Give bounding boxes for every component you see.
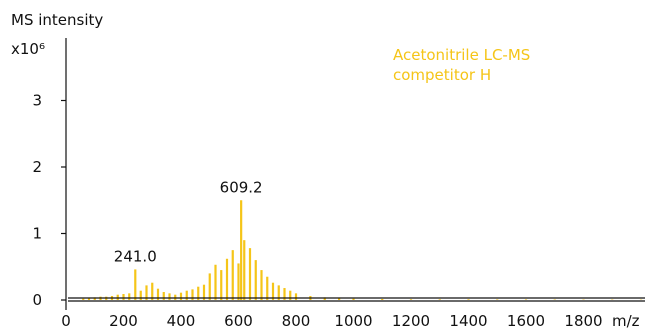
x-tick-label: 600 bbox=[224, 312, 253, 330]
x-axis-label: m/z bbox=[612, 312, 640, 330]
peak-label: 241.0 bbox=[114, 247, 157, 265]
tick-labels: 0 200 400 600 800 1000 1200 1400 1600 1800 0 1 2 3 bbox=[32, 92, 602, 331]
y-tick-label: 3 bbox=[32, 92, 42, 110]
x-tick-label: 1800 bbox=[564, 312, 602, 330]
legend-line-2: competitor H bbox=[393, 66, 491, 84]
x-tick-label: 0 bbox=[61, 312, 71, 330]
y-tick-label: 0 bbox=[32, 291, 42, 309]
x-tick-label: 800 bbox=[282, 312, 311, 330]
x-tick-label: 1000 bbox=[334, 312, 372, 330]
x-tick-label: 200 bbox=[109, 312, 138, 330]
y-axis-label: MS intensity bbox=[11, 11, 103, 29]
spectrum-bars bbox=[82, 200, 643, 300]
axes bbox=[65, 38, 645, 310]
peak-annotations: 241.0 609.2 bbox=[114, 178, 263, 265]
y-tick-label: 1 bbox=[32, 225, 42, 243]
legend-line-1: Acetonitrile LC-MS bbox=[393, 46, 530, 64]
y-tick-label: 2 bbox=[32, 158, 42, 176]
x-tick-label: 1400 bbox=[449, 312, 487, 330]
x-tick-label: 1600 bbox=[507, 312, 545, 330]
peak-label: 609.2 bbox=[220, 178, 263, 196]
x-tick-label: 1200 bbox=[392, 312, 430, 330]
x-tick-label: 400 bbox=[167, 312, 196, 330]
y-axis-multiplier: x10⁶ bbox=[11, 40, 45, 58]
